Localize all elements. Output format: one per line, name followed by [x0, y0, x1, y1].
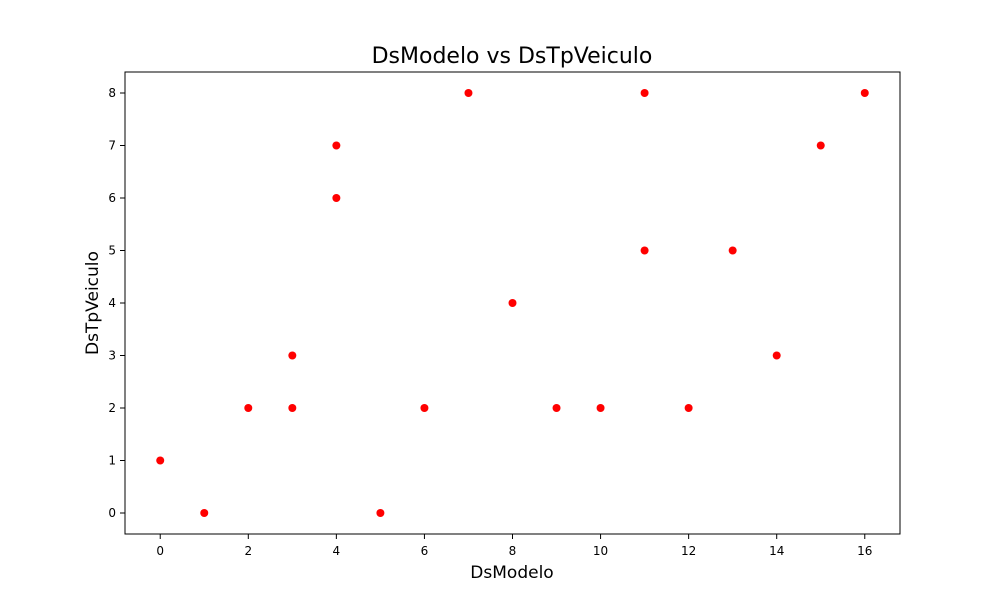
y-tick-label: 7: [108, 139, 116, 153]
data-point: [816, 141, 825, 150]
x-tick-label: 6: [421, 544, 429, 558]
x-tick-label: 4: [333, 544, 341, 558]
y-tick-label: 1: [108, 454, 116, 468]
y-axis-label: DsTpVeiculo: [83, 251, 103, 355]
data-point: [332, 141, 341, 150]
data-point: [728, 246, 737, 255]
data-point: [684, 404, 693, 412]
x-tick-label: 12: [681, 544, 696, 558]
data-point: [596, 404, 605, 412]
x-tick-label: 8: [509, 544, 517, 558]
y-tick-label: 3: [108, 349, 116, 363]
data-point: [376, 509, 385, 517]
x-tick-label: 16: [857, 544, 872, 558]
data-point: [156, 456, 165, 465]
data-points: [156, 89, 869, 517]
y-tick-label: 5: [108, 244, 116, 258]
y-tick-label: 4: [108, 296, 116, 310]
x-tick-label: 10: [593, 544, 608, 558]
data-point: [860, 89, 869, 97]
data-point: [288, 404, 297, 412]
data-point: [464, 89, 473, 97]
data-point: [640, 246, 649, 255]
data-point: [200, 509, 209, 517]
data-point: [244, 404, 253, 412]
x-axis-label: DsModelo: [470, 563, 553, 583]
data-point: [288, 351, 297, 360]
x-tick-label: 0: [156, 544, 164, 558]
data-point: [640, 89, 649, 97]
x-axis: 0 2 4 6 8 10 12 14 16: [156, 534, 872, 558]
y-tick-label: 6: [108, 191, 116, 205]
x-tick-label: 14: [769, 544, 784, 558]
y-tick-label: 8: [108, 86, 116, 100]
data-point: [332, 194, 341, 202]
data-point: [420, 404, 429, 412]
y-tick-label: 0: [108, 506, 116, 520]
data-point: [772, 351, 781, 360]
data-point: [552, 404, 561, 412]
data-point: [508, 299, 517, 307]
y-axis: 0 1 2 3 4 5 6 7 8: [108, 86, 125, 520]
chart-title: DsModelo vs DsTpVeiculo: [372, 44, 653, 69]
y-tick-label: 2: [108, 401, 116, 415]
x-tick-label: 2: [244, 544, 252, 558]
